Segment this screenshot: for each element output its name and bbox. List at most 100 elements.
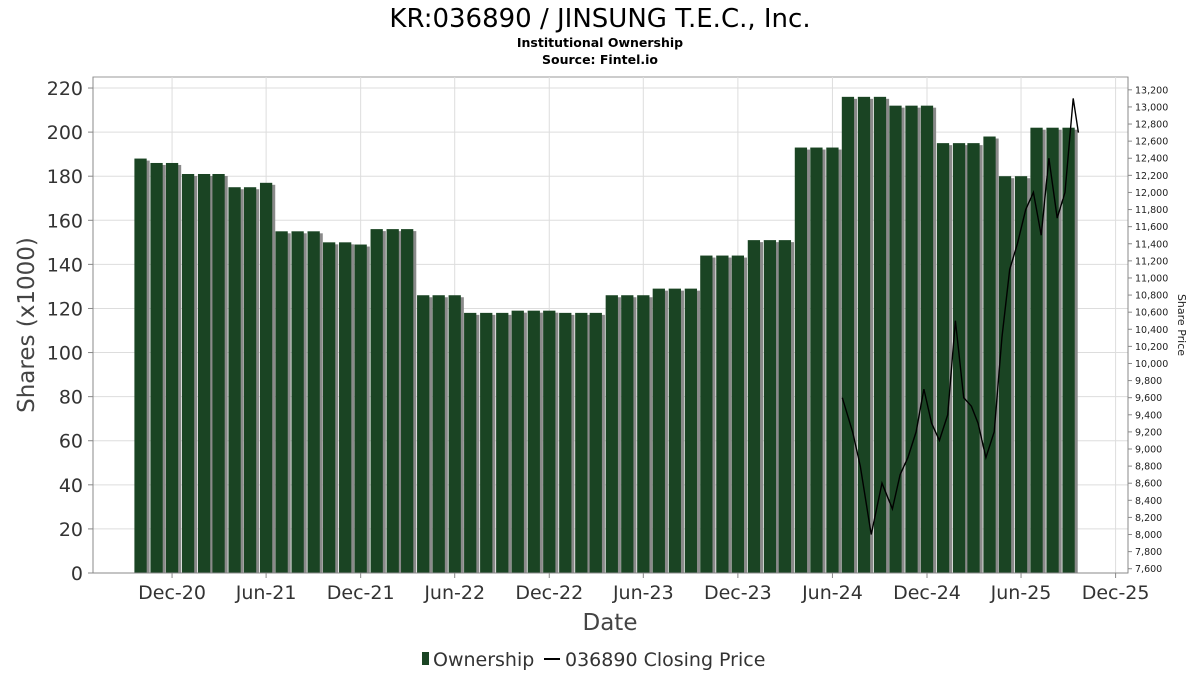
ownership-bar	[370, 229, 383, 573]
ownership-bar	[905, 105, 918, 573]
y2-tick-label: 8,400	[1135, 496, 1162, 507]
ownership-bar	[810, 147, 823, 573]
closing-price-polyline	[841, 98, 1080, 535]
y2-tick-label: 11,600	[1135, 222, 1168, 233]
ownership-bar	[668, 288, 681, 573]
ownership-bar	[778, 240, 792, 573]
y2-tick-label: 10,800	[1135, 291, 1168, 302]
ownership-bar	[511, 310, 524, 573]
ownership-bar	[873, 96, 887, 573]
ownership-bar	[637, 295, 650, 573]
y2-tick-label: 11,800	[1135, 205, 1168, 216]
y-tick-label: 40	[59, 475, 83, 497]
chart-title: KR:036890 / JINSUNG T.E.C., Inc.	[389, 4, 810, 34]
ownership-bar	[543, 310, 556, 573]
ownership-bar	[386, 229, 399, 573]
x-tick-label: Jun-22	[423, 582, 485, 604]
ownership-bar	[339, 242, 352, 574]
ownership-bar	[1014, 176, 1028, 573]
axes	[92, 77, 1129, 574]
ownership-bar	[763, 240, 777, 573]
ownership-bar	[432, 295, 445, 573]
y2-tick-label: 13,200	[1135, 85, 1168, 96]
y2-tick-label: 12,000	[1135, 188, 1168, 199]
y2-tick-label: 13,000	[1135, 102, 1168, 113]
ownership-bar	[354, 244, 367, 573]
ownership-bar	[998, 176, 1012, 573]
ownership-bar	[559, 312, 572, 573]
ownership-bar	[323, 242, 336, 574]
y2-tick-label: 9,000	[1135, 445, 1162, 456]
ownership-bar	[826, 147, 839, 573]
y-tick-label: 140	[47, 254, 83, 276]
ownership-bar	[936, 143, 950, 573]
ownership-bar	[401, 229, 414, 573]
x-tick-label: Jun-25	[990, 582, 1052, 604]
y2-tick-label: 11,400	[1135, 239, 1168, 250]
closing-price-line	[841, 98, 1080, 535]
y2-tick-label: 10,000	[1135, 359, 1168, 370]
y2-tick-label: 9,800	[1135, 376, 1162, 387]
y-tick-label: 160	[47, 210, 83, 232]
y2-tick-label: 8,200	[1135, 513, 1162, 524]
y2-axis-ticks: 7,600 7,800 8,000 8,200 8,400 8,600 8,800 9,000…	[1128, 85, 1168, 575]
y-axis-ticks: 0 20 40 60 80 100 120 140 160 180 200 220	[47, 78, 93, 585]
y2-tick-label: 7,800	[1135, 547, 1162, 558]
y2-tick-label: 11,000	[1135, 273, 1168, 284]
y-tick-label: 120	[47, 298, 83, 320]
ownership-bar	[857, 96, 871, 573]
ownership-bar	[841, 96, 855, 573]
ownership-bar	[212, 173, 225, 574]
y2-tick-label: 8,600	[1135, 479, 1162, 490]
ownership-bar	[1062, 127, 1075, 574]
x-axis-label: Date	[583, 610, 638, 636]
ownership-bar	[652, 288, 665, 573]
ownership-bar	[983, 136, 996, 573]
y-tick-label: 0	[71, 563, 83, 585]
x-tick-label: Jun-24	[801, 582, 863, 604]
y-tick-label: 220	[47, 78, 83, 100]
y2-tick-label: 10,400	[1135, 325, 1168, 336]
y2-tick-label: 8,000	[1135, 530, 1162, 541]
y2-tick-label: 9,200	[1135, 427, 1162, 438]
ownership-bar	[575, 312, 588, 573]
y2-tick-label: 11,200	[1135, 256, 1168, 267]
ownership-bar	[307, 231, 320, 574]
ownership-bar	[480, 312, 493, 573]
ownership-bars	[134, 96, 1078, 574]
x-tick-label: Jun-23	[612, 582, 674, 604]
ownership-bar	[700, 255, 713, 573]
chart-subtitle-line-2: Source: Fintel.io	[542, 52, 658, 67]
ownership-bar	[920, 105, 934, 573]
x-tick-label: Jun-21	[235, 582, 297, 604]
ownership-bar	[589, 312, 602, 573]
y-tick-label: 20	[59, 519, 83, 541]
ownership-bar	[291, 231, 304, 574]
ownership-bar	[1046, 127, 1059, 574]
ownership-bar	[448, 295, 461, 573]
ownership-bar	[165, 162, 179, 573]
ownership-bar	[228, 187, 241, 573]
ownership-bar	[731, 255, 745, 573]
ownership-bar	[889, 105, 902, 573]
y2-tick-label: 9,400	[1135, 410, 1162, 421]
x-axis-ticks: Dec-20 Jun-21 Dec-21 Jun-22 Dec-22 Jun-23 Dec-…	[138, 573, 1150, 604]
ownership-bar	[275, 231, 288, 574]
y2-axis-label: Share Price	[1175, 294, 1188, 356]
y-tick-label: 200	[47, 122, 83, 144]
x-tick-label: Dec-21	[327, 582, 395, 604]
y2-tick-label: 12,200	[1135, 171, 1168, 182]
y2-tick-label: 12,400	[1135, 154, 1168, 165]
x-tick-label: Dec-22	[515, 582, 583, 604]
ownership-bar	[747, 240, 761, 573]
ownership-bar	[621, 295, 634, 573]
y2-tick-label: 9,600	[1135, 393, 1162, 404]
ownership-bar	[967, 143, 980, 573]
ownership-bar	[417, 295, 430, 573]
y2-tick-label: 10,600	[1135, 308, 1168, 319]
ownership-bar	[527, 310, 540, 573]
ownership-bar	[496, 312, 509, 573]
ownership-bar	[716, 255, 729, 573]
y-tick-label: 180	[47, 166, 83, 188]
